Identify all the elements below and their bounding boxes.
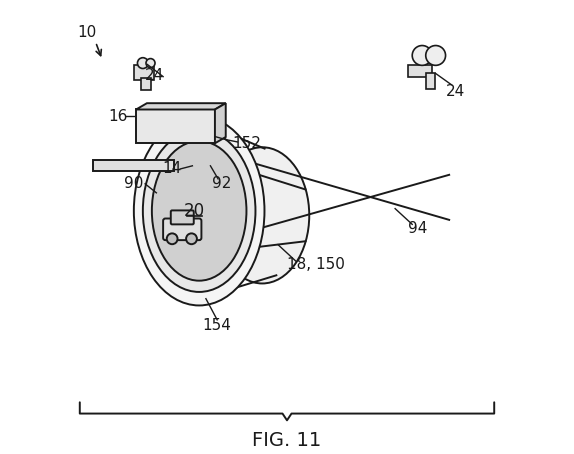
Text: 24: 24	[145, 68, 164, 83]
Text: 24: 24	[447, 84, 466, 99]
Ellipse shape	[152, 141, 246, 281]
Circle shape	[137, 58, 148, 69]
FancyBboxPatch shape	[163, 218, 201, 240]
FancyBboxPatch shape	[141, 79, 150, 90]
Text: 152: 152	[232, 136, 261, 151]
Circle shape	[166, 233, 177, 244]
Text: 92: 92	[212, 176, 231, 191]
FancyBboxPatch shape	[134, 65, 154, 80]
Circle shape	[426, 45, 445, 65]
FancyBboxPatch shape	[136, 109, 215, 143]
Text: 16: 16	[108, 109, 128, 124]
FancyBboxPatch shape	[426, 74, 435, 89]
FancyBboxPatch shape	[94, 160, 174, 172]
Ellipse shape	[215, 147, 309, 283]
Text: 18, 150: 18, 150	[288, 257, 345, 272]
Text: 154: 154	[203, 318, 232, 333]
FancyBboxPatch shape	[408, 65, 432, 77]
Polygon shape	[215, 103, 226, 143]
Circle shape	[412, 45, 432, 65]
Ellipse shape	[134, 116, 265, 306]
Text: FIG. 11: FIG. 11	[253, 431, 321, 450]
Text: 10: 10	[77, 25, 96, 40]
Ellipse shape	[143, 130, 255, 292]
Text: 20: 20	[184, 202, 205, 220]
Text: 94: 94	[408, 222, 427, 237]
Polygon shape	[136, 103, 226, 109]
Circle shape	[146, 59, 155, 68]
FancyBboxPatch shape	[171, 210, 194, 224]
Text: 90: 90	[124, 176, 144, 191]
Circle shape	[186, 233, 197, 244]
Text: 14: 14	[162, 162, 182, 177]
